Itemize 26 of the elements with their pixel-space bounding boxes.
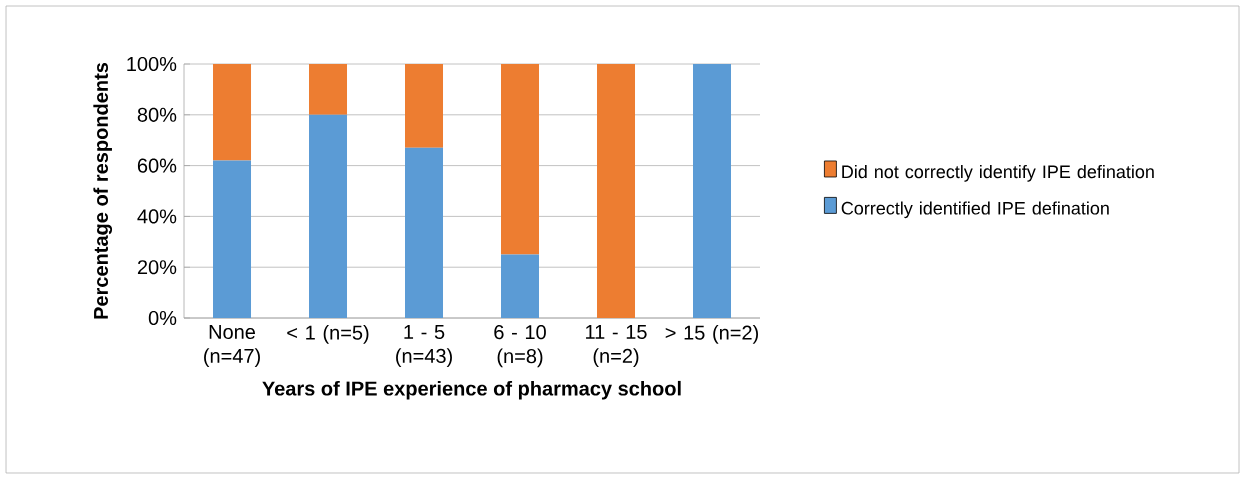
x-tick-label: < 1 (n=5) (287, 325, 369, 344)
bar (213, 64, 252, 161)
y-tick-label: 20% (137, 260, 177, 275)
y-tick-label: 100% (127, 56, 177, 72)
bar (501, 254, 539, 318)
y-tick-label: 80% (137, 107, 177, 122)
y-tick-label: 0% (148, 310, 177, 326)
x-tick-label: 11 - 15 (n=2) (586, 325, 647, 367)
bar (501, 64, 539, 255)
x-tick-label: > 15 (n=2) (665, 325, 758, 344)
bar (309, 114, 348, 318)
legend-label: Did not correctly identify IPE defination (842, 164, 1154, 182)
legend-label: Correctly identified IPE defination (841, 201, 1109, 219)
bar (405, 64, 444, 148)
bar (597, 64, 636, 318)
y-axis-title: Percentage of respondents (93, 62, 113, 319)
y-tick-label: 40% (137, 209, 177, 224)
x-tick-label: None (n=47) (204, 325, 260, 367)
x-tick-label: 6 - 10 (n=8) (494, 325, 546, 368)
x-axis-title: Years of IPE experience of pharmacy school (262, 380, 681, 400)
bar (405, 147, 444, 318)
x-tick-label: 1 - 5 (n=43) (396, 325, 452, 367)
bar (693, 64, 732, 318)
bar (309, 64, 348, 115)
y-tick-label: 60% (137, 158, 177, 173)
bar (213, 160, 252, 318)
